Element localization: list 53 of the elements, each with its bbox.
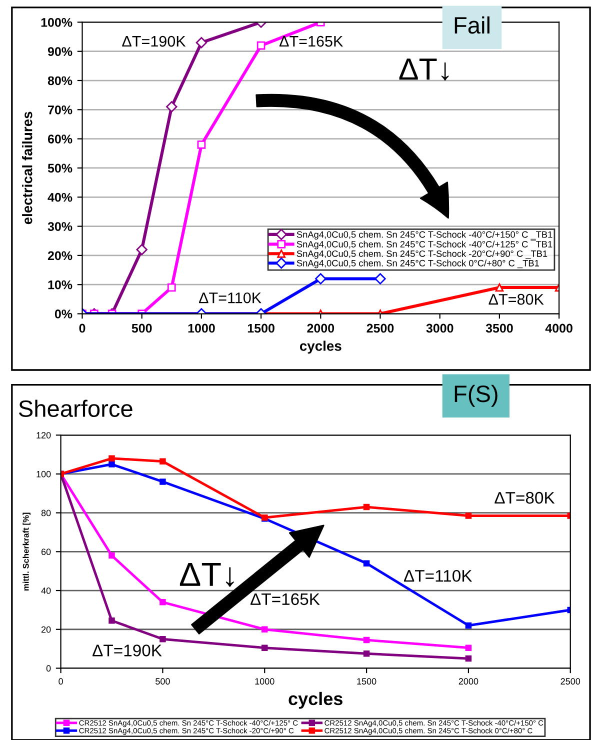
- chart-subtitle: F(S): [454, 384, 498, 407]
- y-tick-label: 90%: [48, 47, 72, 56]
- x-tick-label: 4000: [545, 324, 572, 333]
- x-tick-label: 2500: [560, 678, 580, 685]
- y-tick-label: 30%: [48, 222, 72, 231]
- annotation: ΔT=80K: [488, 294, 544, 305]
- y-tick-label: 100: [36, 470, 51, 478]
- annotation: ΔT=110K: [199, 292, 262, 304]
- y-tick-label: 20: [41, 626, 51, 633]
- x-tick-label: 2500: [366, 324, 394, 333]
- y-tick-label: 70%: [48, 105, 72, 114]
- x-tick-label: 1500: [248, 324, 274, 333]
- annotation: ΔT=165K: [280, 36, 344, 47]
- legend-label: SnAg4,0Cu0,5 chem. Sn 245°C T-Schock -40°C/+150° C _TB1: [296, 231, 552, 240]
- y-tick-label: 60: [41, 548, 51, 556]
- x-tick-label: 500: [132, 324, 152, 333]
- x-tick-label: 3500: [486, 324, 513, 333]
- annotation: ΔT↓: [399, 58, 449, 81]
- y-tick-label: 120: [36, 432, 51, 438]
- annotation: ΔT=190K: [122, 36, 186, 47]
- x-tick-label: 3000: [426, 324, 454, 333]
- annotation: ΔT↓: [180, 563, 234, 587]
- x-tick-label: 2000: [458, 678, 478, 685]
- x-axis-title: cycles: [300, 340, 342, 354]
- legend-label: SnAg4,0Cu0,5 chem. Sn 245°C T-Schock -20°C/+90° C _TB1: [296, 250, 548, 259]
- chart-title: Shearforce: [18, 400, 132, 418]
- x-tick-label: 2000: [307, 324, 334, 333]
- x-axis-title: cycles: [288, 692, 342, 709]
- y-tick-label: 80: [41, 510, 51, 516]
- y-tick-label: 10%: [48, 280, 72, 290]
- legend-label: SnAg4,0Cu0,5 chem. Sn 245°C T-Schock 0°C/+80° C _TB1: [296, 260, 539, 268]
- annotation: ΔT=165K: [250, 593, 320, 606]
- y-tick-label: 40%: [48, 192, 72, 202]
- y-tick-label: 100%: [41, 18, 72, 27]
- annotation: ΔT=110K: [404, 570, 472, 582]
- x-tick-label: 1000: [188, 324, 215, 333]
- x-tick-label: 1500: [357, 678, 376, 685]
- y-tick-label: 60%: [48, 134, 72, 144]
- y-tick-label: 50%: [48, 164, 72, 173]
- y-tick-label: 0%: [54, 310, 72, 318]
- x-tick-label: 500: [156, 678, 170, 685]
- y-tick-label: 0: [46, 665, 51, 672]
- y-tick-label: 40: [41, 587, 51, 594]
- y-axis-title: mittl. Scherkraft [%]: [22, 512, 30, 590]
- legend-label: SnAg4,0Cu0,5 chem. Sn 245°C T-Schock -40°C/+125° C ¯TB1: [296, 240, 552, 250]
- x-tick-label: 0: [79, 324, 86, 333]
- annotation: ΔT=80K: [494, 492, 555, 504]
- annotation: ΔT=190K: [92, 644, 162, 656]
- y-tick-label: 80%: [48, 76, 72, 86]
- y-axis-title: electrical failures: [22, 112, 32, 224]
- x-tick-label: 1000: [255, 678, 274, 685]
- y-tick-label: 20%: [48, 251, 72, 260]
- chart-title: Fail: [454, 16, 490, 34]
